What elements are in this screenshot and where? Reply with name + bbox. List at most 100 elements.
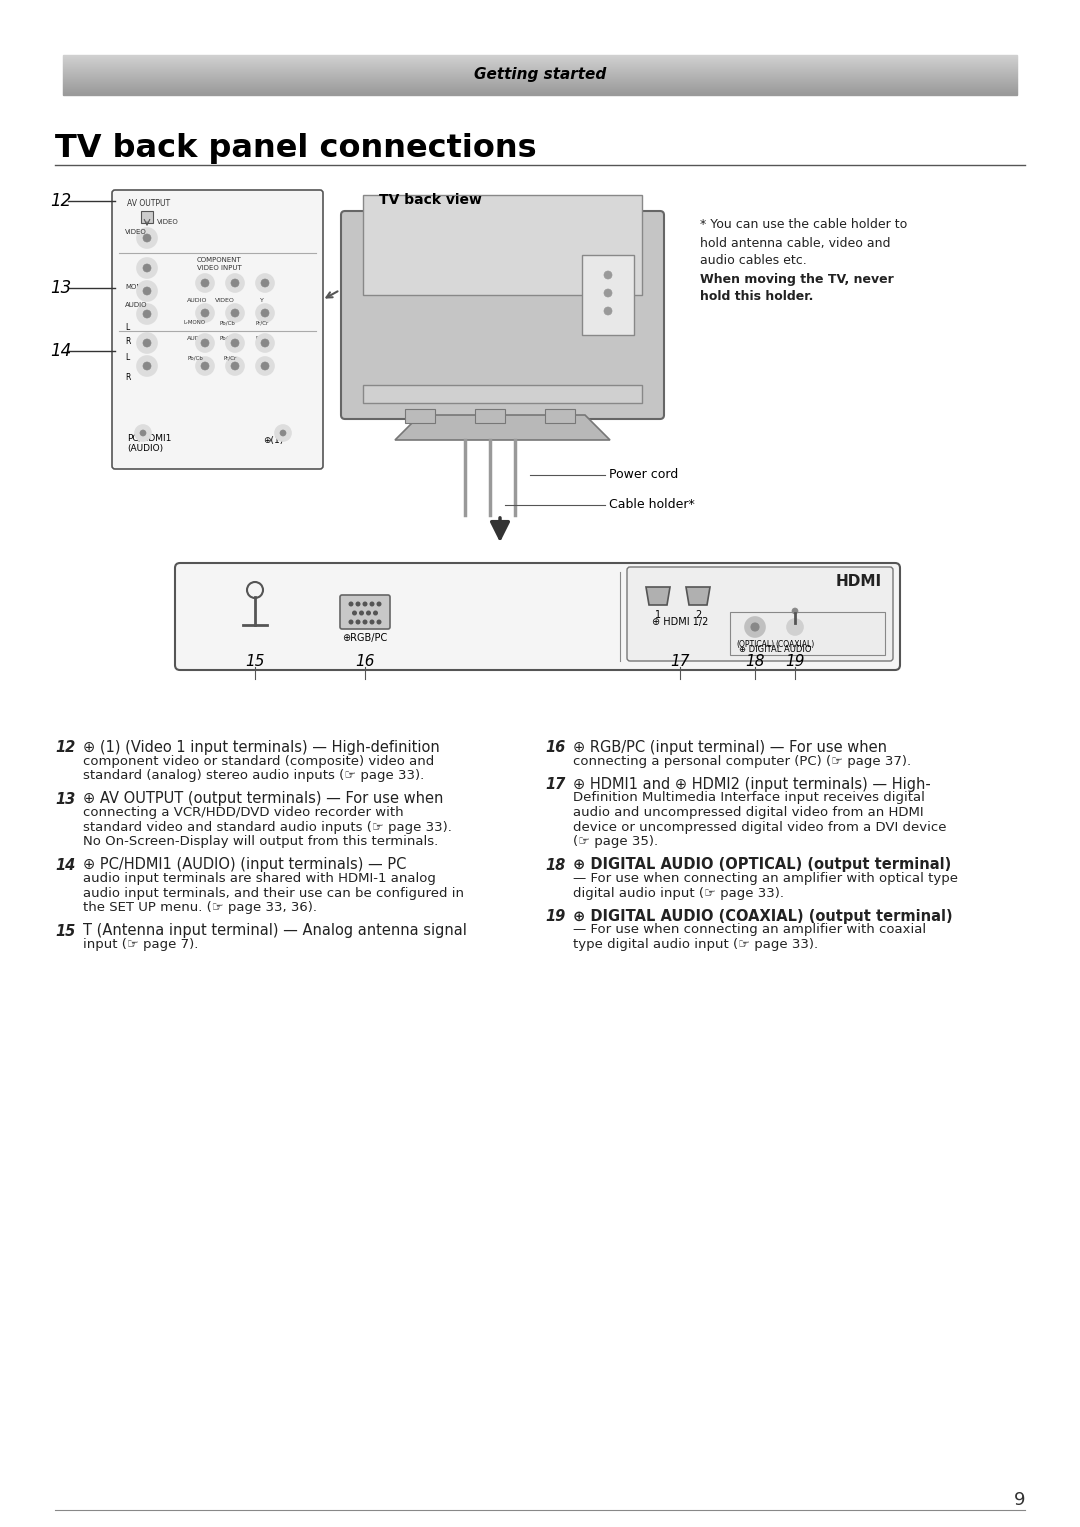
Text: (COAXIAL): (COAXIAL) <box>775 640 814 649</box>
Circle shape <box>604 270 612 279</box>
Text: Pb/Cb: Pb/Cb <box>220 321 235 325</box>
Bar <box>475 409 505 423</box>
Circle shape <box>261 362 269 370</box>
Text: R: R <box>125 336 131 345</box>
Text: the SET UP menu. (☞ page 33, 36).: the SET UP menu. (☞ page 33, 36). <box>83 901 318 915</box>
Text: TV back view: TV back view <box>379 192 482 208</box>
Circle shape <box>363 602 367 606</box>
Text: 19: 19 <box>545 909 565 924</box>
Text: 13: 13 <box>55 791 76 806</box>
Text: (☞ page 35).: (☞ page 35). <box>573 835 658 847</box>
Circle shape <box>374 611 377 615</box>
Text: VIDEO: VIDEO <box>157 218 179 224</box>
Circle shape <box>137 356 157 376</box>
Text: Pr/Cr: Pr/Cr <box>222 356 237 360</box>
Text: audio input terminals are shared with HDMI-1 analog: audio input terminals are shared with HD… <box>83 872 436 886</box>
Circle shape <box>370 620 374 625</box>
Circle shape <box>201 339 210 347</box>
Circle shape <box>275 425 291 441</box>
Circle shape <box>143 234 151 241</box>
Text: Pb/Cb: Pb/Cb <box>220 336 235 341</box>
Text: ⊕ HDMI 1/2: ⊕ HDMI 1/2 <box>652 617 708 628</box>
Text: 14: 14 <box>55 858 76 872</box>
Text: device or uncompressed digital video from a DVI device: device or uncompressed digital video fro… <box>573 820 946 834</box>
Text: HDMI: HDMI <box>836 574 882 589</box>
Text: L: L <box>125 324 130 333</box>
Text: VIDEO: VIDEO <box>125 229 147 235</box>
Text: 2: 2 <box>694 609 701 620</box>
Bar <box>405 409 435 423</box>
Circle shape <box>143 287 151 295</box>
Text: (AUDIO): (AUDIO) <box>127 443 163 452</box>
Circle shape <box>143 339 151 347</box>
Text: ⊕RGB/PC: ⊕RGB/PC <box>342 634 388 643</box>
Text: Power cord: Power cord <box>609 469 678 481</box>
Circle shape <box>787 618 804 635</box>
Text: ⊕ HDMI1 and ⊕ HDMI2 (input terminals) — High-: ⊕ HDMI1 and ⊕ HDMI2 (input terminals) — … <box>573 777 931 793</box>
Text: 15: 15 <box>245 654 265 669</box>
Text: Cable holder*: Cable holder* <box>609 498 694 512</box>
Circle shape <box>226 334 244 353</box>
Circle shape <box>201 308 210 318</box>
Text: ⊕(1): ⊕(1) <box>264 437 283 446</box>
Circle shape <box>143 362 151 370</box>
Text: 19: 19 <box>785 654 805 669</box>
Text: 13: 13 <box>50 279 71 296</box>
Text: connecting a VCR/HDD/DVD video recorder with: connecting a VCR/HDD/DVD video recorder … <box>83 806 404 818</box>
Text: ⊕ (1) (Video 1 input terminals) — High-definition: ⊕ (1) (Video 1 input terminals) — High-d… <box>83 741 440 754</box>
Circle shape <box>195 273 214 292</box>
Text: audio cables etc.: audio cables etc. <box>700 255 807 267</box>
Text: 14: 14 <box>50 342 71 360</box>
Text: ⊕ RGB/PC (input terminal) — For use when: ⊕ RGB/PC (input terminal) — For use when <box>573 741 887 754</box>
Circle shape <box>256 273 274 292</box>
Text: Definition Multimedia Interface input receives digital: Definition Multimedia Interface input re… <box>573 791 924 805</box>
Circle shape <box>137 304 157 324</box>
Circle shape <box>356 620 360 625</box>
Text: Pr/Cr: Pr/Cr <box>255 336 268 341</box>
Text: PC/HDMI1: PC/HDMI1 <box>127 434 172 443</box>
Circle shape <box>377 620 381 625</box>
Text: AUDIO: AUDIO <box>125 302 148 308</box>
Circle shape <box>201 362 210 370</box>
Circle shape <box>195 304 214 322</box>
Polygon shape <box>646 586 670 605</box>
Text: — For use when connecting an amplifier with optical type: — For use when connecting an amplifier w… <box>573 872 958 886</box>
Text: standard (analog) stereo audio inputs (☞ page 33).: standard (analog) stereo audio inputs (☞… <box>83 770 424 782</box>
Text: 17: 17 <box>545 777 565 793</box>
Circle shape <box>140 431 146 437</box>
Circle shape <box>370 602 374 606</box>
Text: MONO: MONO <box>125 284 147 290</box>
Circle shape <box>256 334 274 353</box>
Circle shape <box>256 357 274 376</box>
Text: 18: 18 <box>545 858 565 872</box>
Circle shape <box>226 273 244 292</box>
Circle shape <box>137 333 157 353</box>
Text: R: R <box>125 374 131 382</box>
Circle shape <box>231 308 239 318</box>
Text: 16: 16 <box>545 741 565 754</box>
Text: — For use when connecting an amplifier with coaxial: — For use when connecting an amplifier w… <box>573 924 927 936</box>
Circle shape <box>377 602 381 606</box>
Circle shape <box>231 362 239 370</box>
Circle shape <box>256 304 274 322</box>
Circle shape <box>195 334 214 353</box>
FancyBboxPatch shape <box>340 596 390 629</box>
Circle shape <box>226 304 244 322</box>
Text: 9: 9 <box>1013 1490 1025 1509</box>
Circle shape <box>137 281 157 301</box>
Text: * You can use the cable holder to: * You can use the cable holder to <box>700 218 907 232</box>
Circle shape <box>201 279 210 287</box>
Circle shape <box>231 339 239 347</box>
Circle shape <box>360 611 363 615</box>
FancyBboxPatch shape <box>341 211 664 418</box>
Bar <box>582 255 634 334</box>
Text: standard video and standard audio inputs (☞ page 33).: standard video and standard audio inputs… <box>83 820 451 834</box>
Bar <box>363 385 642 403</box>
Bar <box>141 211 153 223</box>
Circle shape <box>195 357 214 376</box>
Text: 16: 16 <box>355 654 375 669</box>
Text: Pr/Cr: Pr/Cr <box>255 321 268 325</box>
Text: T (Antenna input terminal) — Analog antenna signal: T (Antenna input terminal) — Analog ante… <box>83 924 467 939</box>
Circle shape <box>363 620 367 625</box>
Circle shape <box>231 279 239 287</box>
